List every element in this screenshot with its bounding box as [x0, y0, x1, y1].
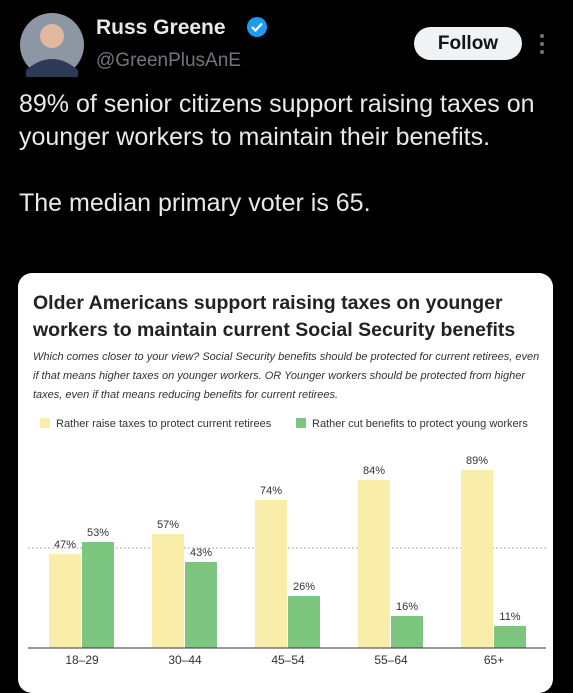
tweet-paragraph: The median primary voter is 65. [19, 189, 371, 217]
avatar-suit [26, 59, 78, 77]
legend-swatch [296, 418, 306, 428]
bar [391, 616, 423, 648]
bar [494, 626, 526, 648]
bar [82, 542, 114, 648]
legend-label: Rather raise taxes to protect current re… [56, 418, 272, 430]
verified-badge [247, 17, 267, 37]
chart-subtitle: Which comes closer to your view? Social … [33, 351, 540, 401]
value-label: 89% [466, 455, 488, 467]
chart-title: Older Americans support raising taxes on… [33, 292, 516, 341]
legend-label: Rather cut benefits to protect young wor… [312, 418, 528, 430]
bar [255, 500, 287, 648]
author-name[interactable]: Russ Greene [96, 16, 226, 39]
bar [152, 534, 184, 648]
value-label: 43% [190, 547, 212, 559]
more-dot[interactable] [540, 42, 544, 46]
follow-button[interactable]: Follow [414, 27, 522, 60]
author-handle[interactable]: @GreenPlusAnE [96, 50, 241, 71]
more-dot[interactable] [540, 34, 544, 38]
tweet-paragraph: 89% of senior citizens support raising t… [19, 90, 535, 151]
value-label: 84% [363, 465, 385, 477]
x-tick-label: 45–54 [271, 653, 305, 667]
value-label: 16% [396, 601, 418, 613]
avatar-face [40, 24, 64, 48]
value-label: 26% [293, 581, 315, 593]
bar [49, 554, 81, 648]
tweet-text: 89% of senior citizens support raising t… [19, 88, 549, 253]
more-dot[interactable] [540, 50, 544, 54]
value-label: 47% [54, 539, 76, 551]
bar [358, 480, 390, 648]
x-tick-label: 18–29 [65, 653, 99, 667]
x-tick-label: 30–44 [168, 653, 202, 667]
value-label: 11% [499, 611, 520, 623]
bar [461, 470, 493, 648]
value-label: 53% [87, 527, 109, 539]
bar [288, 596, 320, 648]
bar [185, 562, 217, 648]
verified-check [251, 22, 263, 33]
value-label: 74% [260, 485, 282, 497]
x-tick-label: 65+ [484, 653, 504, 667]
legend-swatch [40, 418, 50, 428]
value-label: 57% [157, 519, 179, 531]
x-tick-label: 55–64 [374, 653, 408, 667]
